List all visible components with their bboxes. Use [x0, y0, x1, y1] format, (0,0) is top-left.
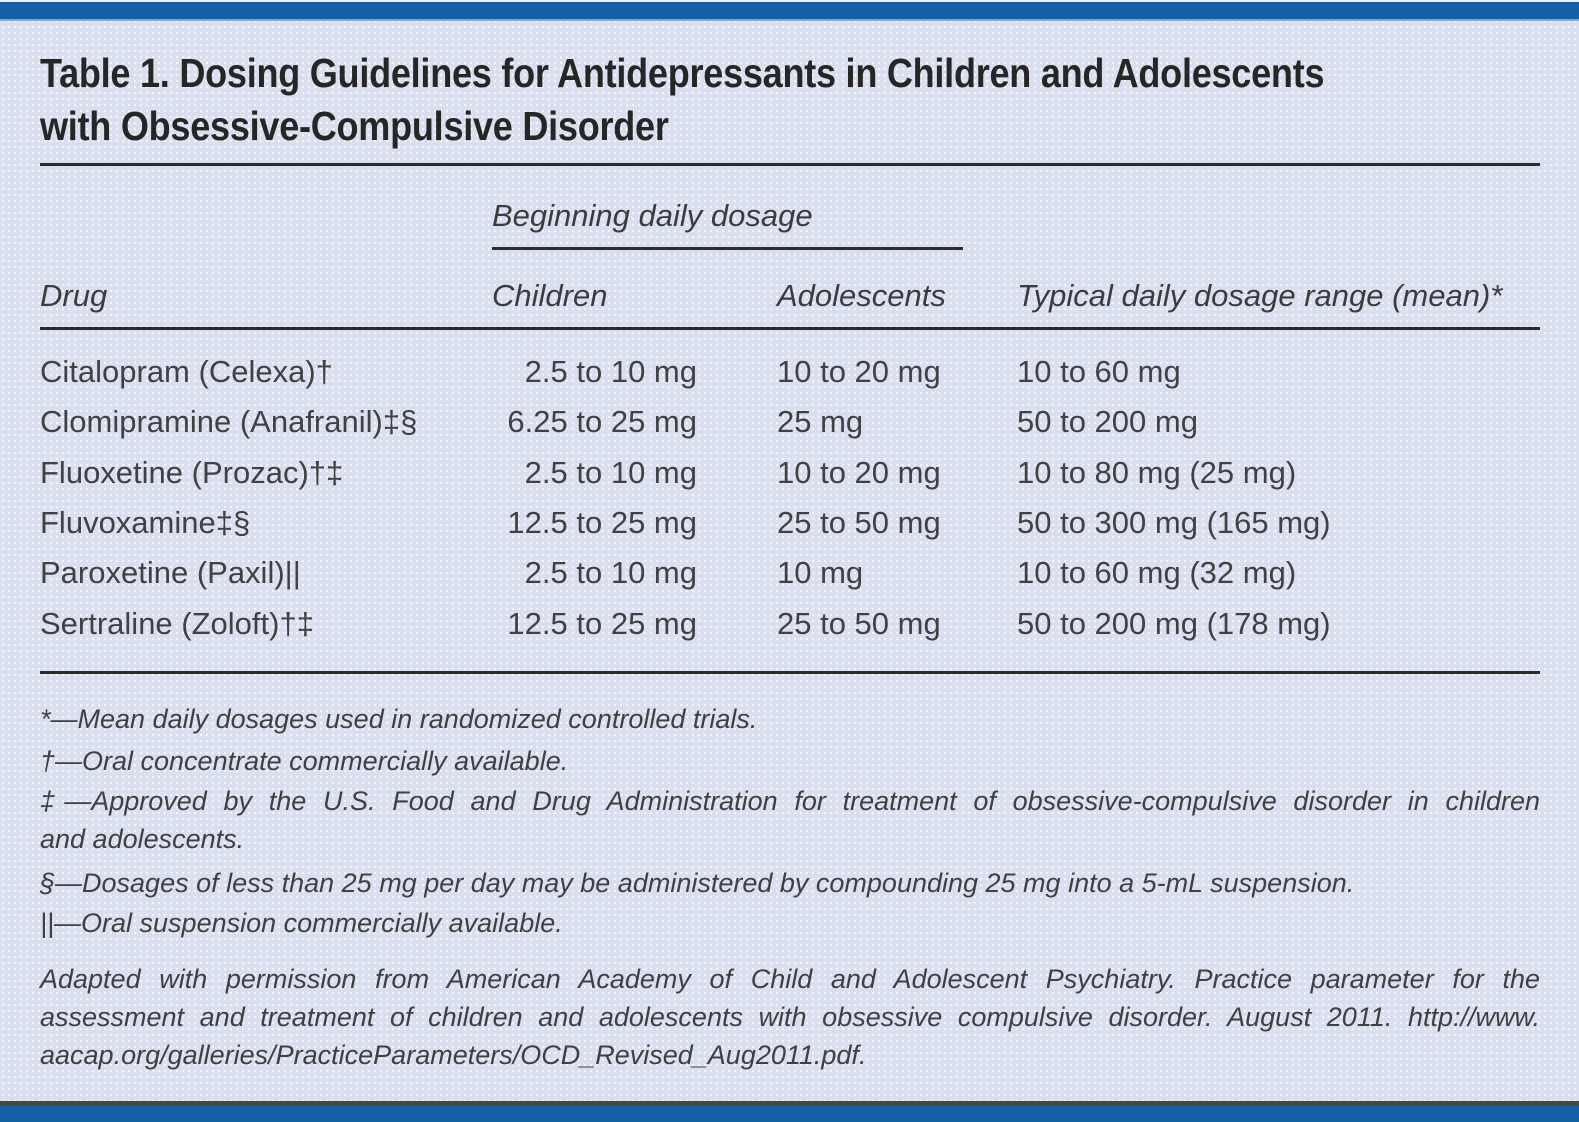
cell-drug: Fluoxetine (Prozac)†‡ [40, 455, 344, 490]
footnote-line: ||—Oral suspension commercially availabl… [40, 908, 563, 938]
table-title-line-1: Table 1. Dosing Guidelines for Antidepre… [40, 50, 1325, 96]
cell-children-dose: 2.5 to 10 mg [524, 354, 697, 389]
cell-typical-range: 50 to 200 mg (178 mg) [1017, 606, 1331, 641]
cell-drug: Fluvoxamine‡§ [40, 505, 251, 540]
attribution-paragraph: Adapted with permission from American Ac… [40, 960, 1540, 1074]
group-header-beginning-daily-dosage: Beginning daily dosage [492, 196, 963, 250]
column-header-adolescents: Adolescents [777, 278, 946, 313]
top-accent-bar [0, 0, 1579, 21]
rule-below-table-body [40, 671, 1540, 674]
cell-adolescents-dose: 25 to 50 mg [777, 505, 941, 540]
column-header-row: Drug Children Adolescents Typical daily … [0, 276, 1579, 316]
footnote-line: §—Dosages of less than 25 mg per day may… [40, 868, 1355, 898]
column-header-drug: Drug [40, 278, 108, 313]
cell-children-dose: 2.5 to 10 mg [524, 455, 697, 490]
bottom-dark-line [0, 1101, 1579, 1106]
cell-typical-range: 10 to 60 mg [1017, 354, 1181, 389]
cell-children-dose: 12.5 to 25 mg [507, 606, 697, 641]
table-row: Clomipramine (Anafranil)‡§ 6.25 to 25 mg… [0, 402, 1579, 442]
table-row: Paroxetine (Paxil)|| 2.5 to 10 mg 10 mg … [0, 553, 1579, 593]
table-row: Fluoxetine (Prozac)†‡ 2.5 to 10 mg 10 to… [0, 453, 1579, 493]
cell-adolescents-dose: 25 mg [777, 404, 864, 439]
rule-below-title [40, 163, 1540, 166]
table-row: Citalopram (Celexa)† 2.5 to 10 mg 10 to … [0, 352, 1579, 392]
table-row: Sertraline (Zoloft)†‡ 12.5 to 25 mg 25 t… [0, 604, 1579, 644]
cell-adolescents-dose: 25 to 50 mg [777, 606, 941, 641]
cell-children-dose: 12.5 to 25 mg [507, 505, 697, 540]
attribution-line: aacap.org/galleries/PracticeParameters/O… [40, 1040, 867, 1070]
footnote-parallel: ||—Oral suspension commercially availabl… [40, 904, 1540, 942]
cell-adolescents-dose: 10 to 20 mg [777, 455, 941, 490]
table-title-line-2: with Obsessive-Compulsive Disorder [40, 103, 669, 149]
footnote-line: *—Mean daily dosages used in randomized … [40, 704, 758, 734]
column-header-typical-range: Typical daily dosage range (mean)* [1017, 278, 1503, 313]
bottom-accent-bar [0, 1101, 1579, 1122]
cell-drug: Sertraline (Zoloft)†‡ [40, 606, 314, 641]
footnote-section: §—Dosages of less than 25 mg per day may… [40, 864, 1540, 902]
cell-typical-range: 10 to 80 mg (25 mg) [1017, 455, 1297, 490]
table-row: Fluvoxamine‡§ 12.5 to 25 mg 25 to 50 mg … [0, 503, 1579, 543]
footnote-double-dagger: ‡—Approved by the U.S. Food and Drug Adm… [40, 782, 1540, 858]
footnote-line: ‡—Approved by the U.S. Food and Drug Adm… [40, 786, 1540, 816]
footnote-dagger: †—Oral concentrate commercially availabl… [40, 742, 1540, 780]
cell-typical-range: 50 to 300 mg (165 mg) [1017, 505, 1331, 540]
attribution-line: assessment and treatment of children and… [40, 1002, 1540, 1032]
cell-adolescents-dose: 10 to 20 mg [777, 354, 941, 389]
bottom-blue-bar [0, 1106, 1579, 1122]
footnote-line: and adolescents. [40, 824, 245, 854]
rule-below-header [40, 327, 1540, 330]
cell-adolescents-dose: 10 mg [777, 555, 864, 590]
cell-drug: Paroxetine (Paxil)|| [40, 555, 301, 590]
cell-drug: Citalopram (Celexa)† [40, 354, 333, 389]
column-header-children: Children [492, 278, 608, 313]
footnote-asterisk: *—Mean daily dosages used in randomized … [40, 700, 1540, 738]
cell-children-dose: 6.25 to 25 mg [507, 404, 697, 439]
footnote-line: †—Oral concentrate commercially availabl… [40, 746, 569, 776]
cell-children-dose: 2.5 to 10 mg [524, 555, 697, 590]
cell-typical-range: 10 to 60 mg (32 mg) [1017, 555, 1297, 590]
attribution-line: Adapted with permission from American Ac… [40, 964, 1540, 994]
cell-drug: Clomipramine (Anafranil)‡§ [40, 404, 418, 439]
cell-typical-range: 50 to 200 mg [1017, 404, 1198, 439]
